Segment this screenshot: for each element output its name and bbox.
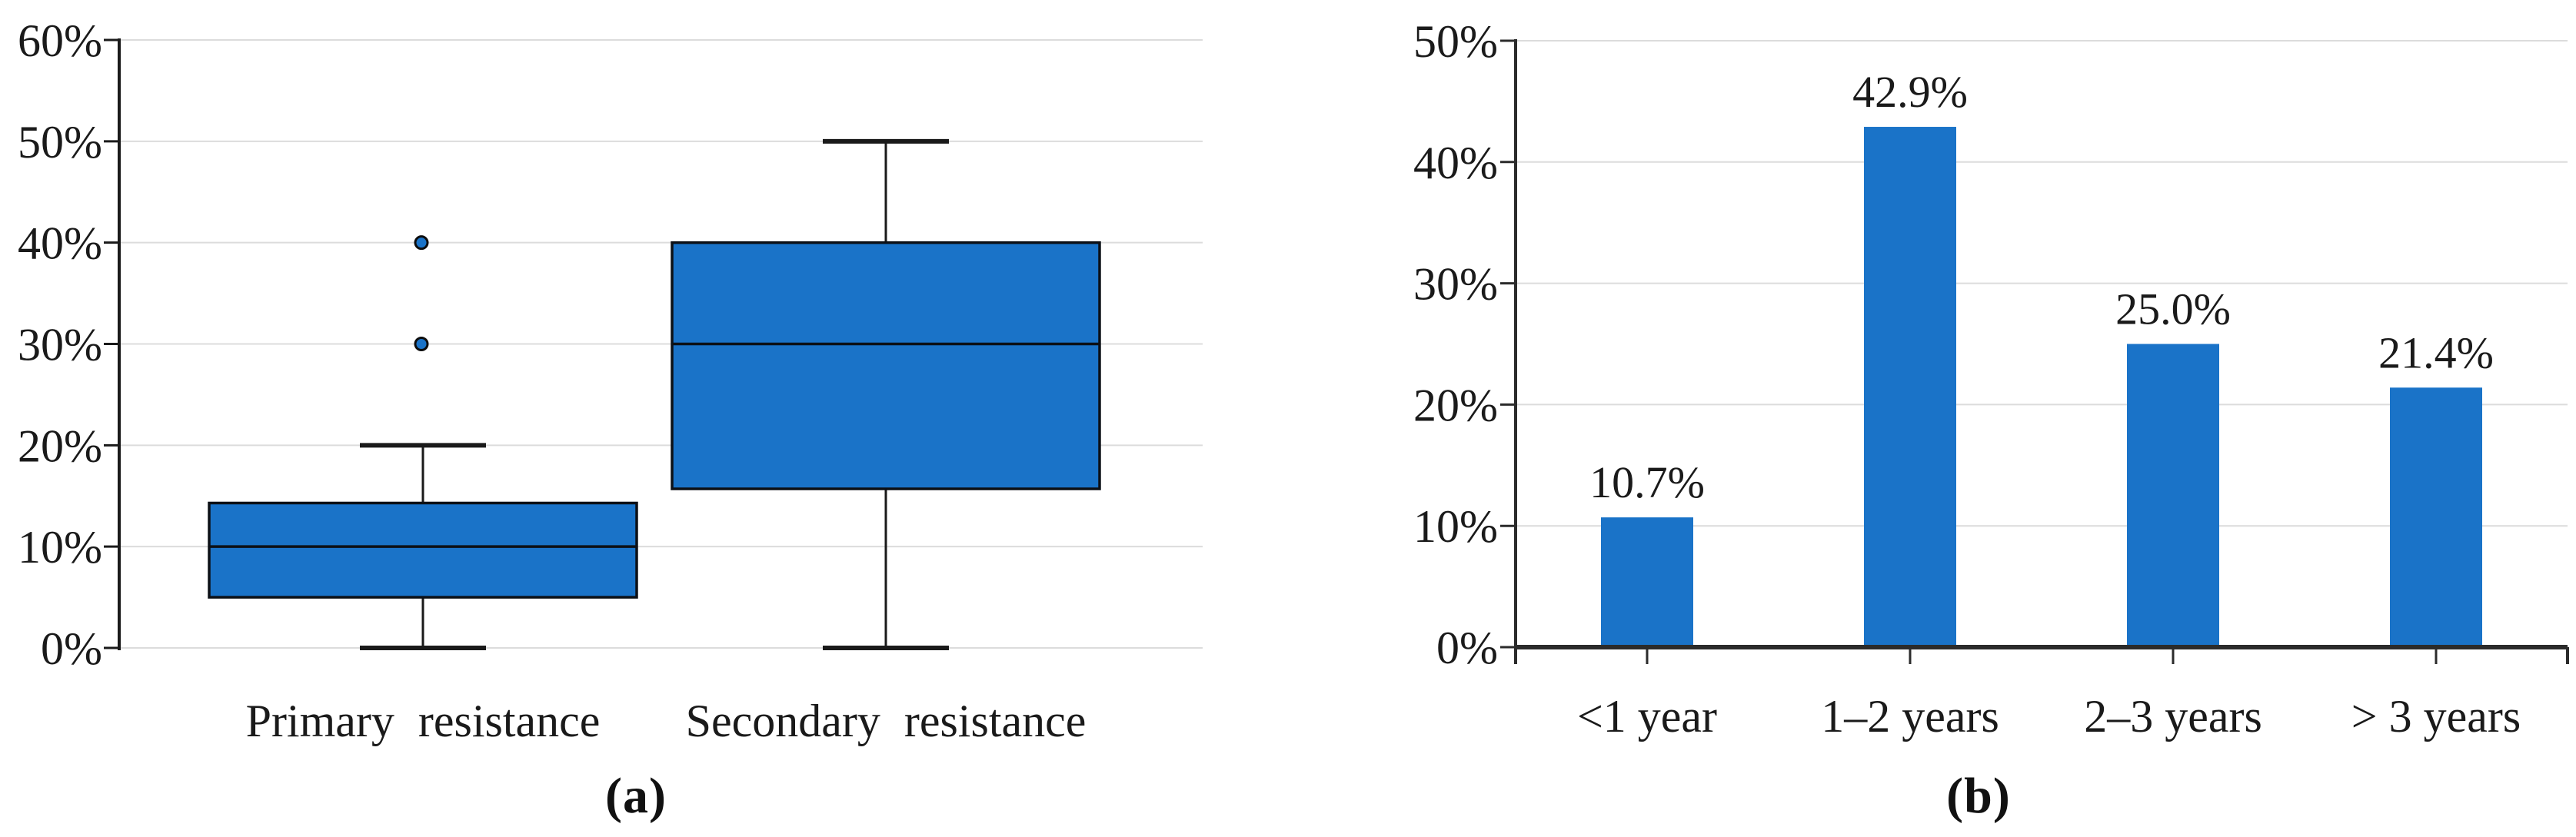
bar-chart-treatment-duration: 0% 10% 20% 30% 40% 50% 10.7% <1 year 42.9% 1–2 ye… — [1413, 16, 2569, 742]
y-tick-label: 30% — [18, 320, 102, 370]
y-tick-label: 40% — [18, 218, 102, 269]
bar-data-label: 21.4% — [2378, 327, 2494, 377]
y-tick-label: 40% — [1413, 138, 1498, 188]
box — [208, 501, 638, 599]
y-tick-label: 20% — [1413, 380, 1498, 430]
bar — [1601, 517, 1693, 647]
y-tick-label: 0% — [1436, 623, 1498, 673]
y-tick-label: 20% — [18, 420, 102, 471]
x-category-label: Primary resistance — [246, 696, 601, 746]
bar — [1864, 127, 1956, 648]
bar-data-label: 42.9% — [1852, 67, 1968, 117]
y-tick-label: 30% — [1413, 259, 1498, 310]
y-tick-label: 60% — [18, 15, 102, 66]
y-tick-label: 10% — [1413, 501, 1498, 552]
bar — [2390, 387, 2482, 647]
outlier-point — [414, 235, 429, 251]
y-tick-label: 50% — [18, 117, 102, 168]
y-tick-label: 50% — [1413, 16, 1498, 67]
boxplot-chart-resistance: 0% 10% 20% 30% 40% 50% 60% Primary resistance Se… — [18, 15, 1203, 746]
panel-caption-b: (b) — [1946, 768, 2011, 824]
x-category-label: Secondary resistance — [686, 696, 1087, 746]
panel-caption-a: (a) — [605, 768, 667, 824]
box — [671, 241, 1101, 490]
outlier-point — [414, 337, 429, 351]
x-category-label: 2–3 years — [2084, 691, 2262, 742]
x-category-label: <1 year — [1577, 691, 1717, 742]
y-tick-label: 0% — [41, 623, 102, 674]
bar-data-label: 10.7% — [1589, 457, 1705, 507]
x-category-label: 1–2 years — [1821, 691, 1999, 742]
x-category-label: > 3 years — [2351, 691, 2521, 742]
y-tick-label: 10% — [18, 522, 102, 573]
bar-data-label: 25.0% — [2115, 284, 2231, 334]
bar — [2127, 344, 2219, 647]
